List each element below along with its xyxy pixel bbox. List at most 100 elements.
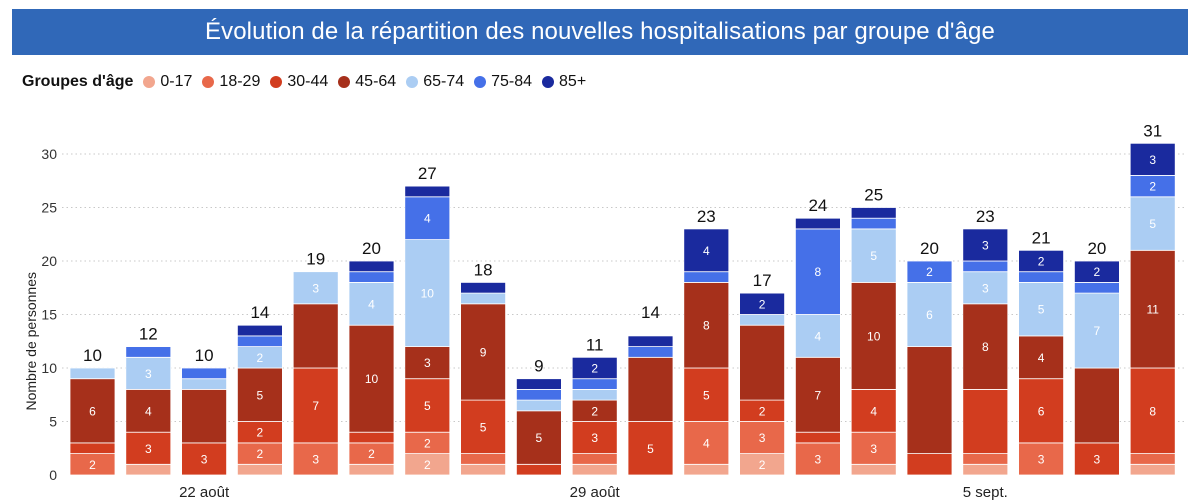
bar-segment-75-84[interactable] [236, 335, 283, 347]
bar-segment-65-74[interactable] [1018, 281, 1064, 337]
bar-segment-85-plus[interactable] [404, 185, 451, 198]
bar-segment-0-17[interactable] [125, 463, 172, 476]
bar-segment-85-plus[interactable] [683, 228, 730, 273]
bar-segment-85-plus[interactable] [571, 356, 618, 380]
bar-segment-75-84[interactable] [1074, 281, 1120, 294]
bar-segment-85-plus[interactable] [348, 260, 395, 273]
bar-segment-0-17[interactable] [683, 463, 730, 476]
bar-segment-0-17[interactable] [348, 463, 395, 476]
bar-segment-45-64[interactable] [69, 378, 116, 444]
legend-item-45-64[interactable]: 45-64 [338, 73, 396, 91]
bar-segment-0-17[interactable] [962, 463, 1009, 476]
bar-segment-45-64[interactable] [627, 356, 674, 422]
bar-segment-45-64[interactable] [292, 303, 339, 369]
bar-segment-30-44[interactable] [516, 463, 562, 476]
bar-segment-18-29[interactable] [683, 421, 730, 465]
bar-segment-30-44[interactable] [348, 431, 395, 444]
bar-segment-65-74[interactable] [460, 292, 507, 305]
bar-segment-75-84[interactable] [906, 260, 953, 283]
bar-segment-75-84[interactable] [962, 260, 1009, 273]
bar-segment-18-29[interactable] [571, 453, 618, 465]
bar-segment-45-64[interactable] [1018, 335, 1064, 380]
bar-segment-30-44[interactable] [181, 442, 228, 476]
bar-segment-30-44[interactable] [1074, 442, 1120, 476]
bar-segment-75-84[interactable] [125, 346, 172, 358]
bar-segment-85-plus[interactable] [236, 324, 283, 337]
bar-segment-30-44[interactable] [795, 431, 841, 444]
bar-segment-18-29[interactable] [292, 442, 339, 476]
bar-segment-45-64[interactable] [1129, 249, 1176, 369]
bar-segment-45-64[interactable] [739, 324, 785, 401]
bar-segment-85-plus[interactable] [962, 228, 1009, 262]
bar-segment-18-29[interactable] [1129, 453, 1176, 465]
bar-segment-18-29[interactable] [460, 453, 507, 465]
bar-segment-30-44[interactable] [906, 453, 953, 476]
bar-segment-85-plus[interactable] [516, 378, 562, 390]
bar-segment-65-74[interactable] [404, 239, 451, 348]
bar-segment-45-64[interactable] [181, 388, 228, 444]
legend-item-75-84[interactable]: 75-84 [474, 73, 532, 91]
bar-segment-75-84[interactable] [1018, 271, 1064, 283]
bar-segment-45-64[interactable] [962, 303, 1009, 390]
bar-segment-75-84[interactable] [404, 196, 451, 241]
bar-segment-45-64[interactable] [516, 410, 562, 465]
bar-segment-18-29[interactable] [795, 442, 841, 476]
bar-segment-0-17[interactable] [236, 463, 283, 476]
bar-segment-0-17[interactable] [850, 463, 897, 476]
bar-segment-45-64[interactable] [125, 388, 172, 433]
bar-segment-30-44[interactable] [627, 421, 674, 476]
bar-segment-75-84[interactable] [850, 217, 897, 230]
bar-segment-30-44[interactable] [1129, 367, 1176, 454]
bar-segment-65-74[interactable] [69, 367, 116, 380]
bar-segment-65-74[interactable] [1129, 196, 1176, 251]
bar-segment-85-plus[interactable] [1018, 249, 1064, 273]
bar-segment-85-plus[interactable] [460, 281, 507, 294]
legend-item-18-29[interactable]: 18-29 [202, 73, 260, 91]
bar-segment-30-44[interactable] [125, 431, 172, 465]
bar-segment-75-84[interactable] [627, 346, 674, 358]
bar-segment-30-44[interactable] [850, 388, 897, 433]
bar-segment-0-17[interactable] [460, 463, 507, 476]
bar-segment-65-74[interactable] [571, 388, 618, 401]
bar-segment-0-17[interactable] [571, 463, 618, 476]
bar-segment-85-plus[interactable] [795, 217, 841, 230]
bar-segment-18-29[interactable] [1018, 442, 1064, 476]
bar-segment-65-74[interactable] [292, 271, 339, 305]
bar-segment-30-44[interactable] [292, 367, 339, 444]
bar-segment-18-29[interactable] [962, 453, 1009, 465]
bar-segment-65-74[interactable] [962, 271, 1009, 305]
bar-segment-30-44[interactable] [683, 367, 730, 422]
bar-segment-0-17[interactable] [1129, 463, 1176, 476]
bar-segment-65-74[interactable] [850, 228, 897, 283]
bar-segment-45-64[interactable] [850, 281, 897, 390]
legend-item-65-74[interactable]: 65-74 [406, 73, 464, 91]
bar-segment-45-64[interactable] [348, 324, 395, 433]
bar-segment-65-74[interactable] [906, 281, 953, 347]
bar-segment-65-74[interactable] [348, 281, 395, 326]
bar-segment-65-74[interactable] [181, 378, 228, 390]
bar-segment-85-plus[interactable] [1129, 142, 1176, 176]
bar-segment-75-84[interactable] [571, 378, 618, 390]
bar-segment-65-74[interactable] [795, 314, 841, 358]
bar-segment-75-84[interactable] [683, 271, 730, 283]
bar-segment-85-plus[interactable] [850, 207, 897, 219]
bar-segment-30-44[interactable] [962, 388, 1009, 454]
bar-segment-18-29[interactable] [850, 431, 897, 465]
bar-segment-30-44[interactable] [571, 421, 618, 454]
bar-segment-45-64[interactable] [1074, 367, 1120, 444]
bar-segment-45-64[interactable] [404, 346, 451, 380]
bar-segment-85-plus[interactable] [627, 335, 674, 347]
bar-segment-85-plus[interactable] [1074, 260, 1120, 283]
bar-segment-65-74[interactable] [739, 314, 785, 326]
bar-segment-75-84[interactable] [795, 228, 841, 315]
bar-segment-85-plus[interactable] [739, 292, 785, 315]
bar-segment-75-84[interactable] [516, 388, 562, 401]
legend-item-85-plus[interactable]: 85+ [542, 73, 586, 91]
bar-segment-45-64[interactable] [906, 346, 953, 455]
bar-segment-45-64[interactable] [795, 356, 841, 433]
legend-item-30-44[interactable]: 30-44 [270, 73, 328, 91]
bar-segment-30-44[interactable] [1018, 378, 1064, 444]
bar-segment-30-44[interactable] [69, 442, 116, 454]
bar-segment-18-29[interactable] [739, 421, 785, 454]
bar-segment-75-84[interactable] [181, 367, 228, 380]
